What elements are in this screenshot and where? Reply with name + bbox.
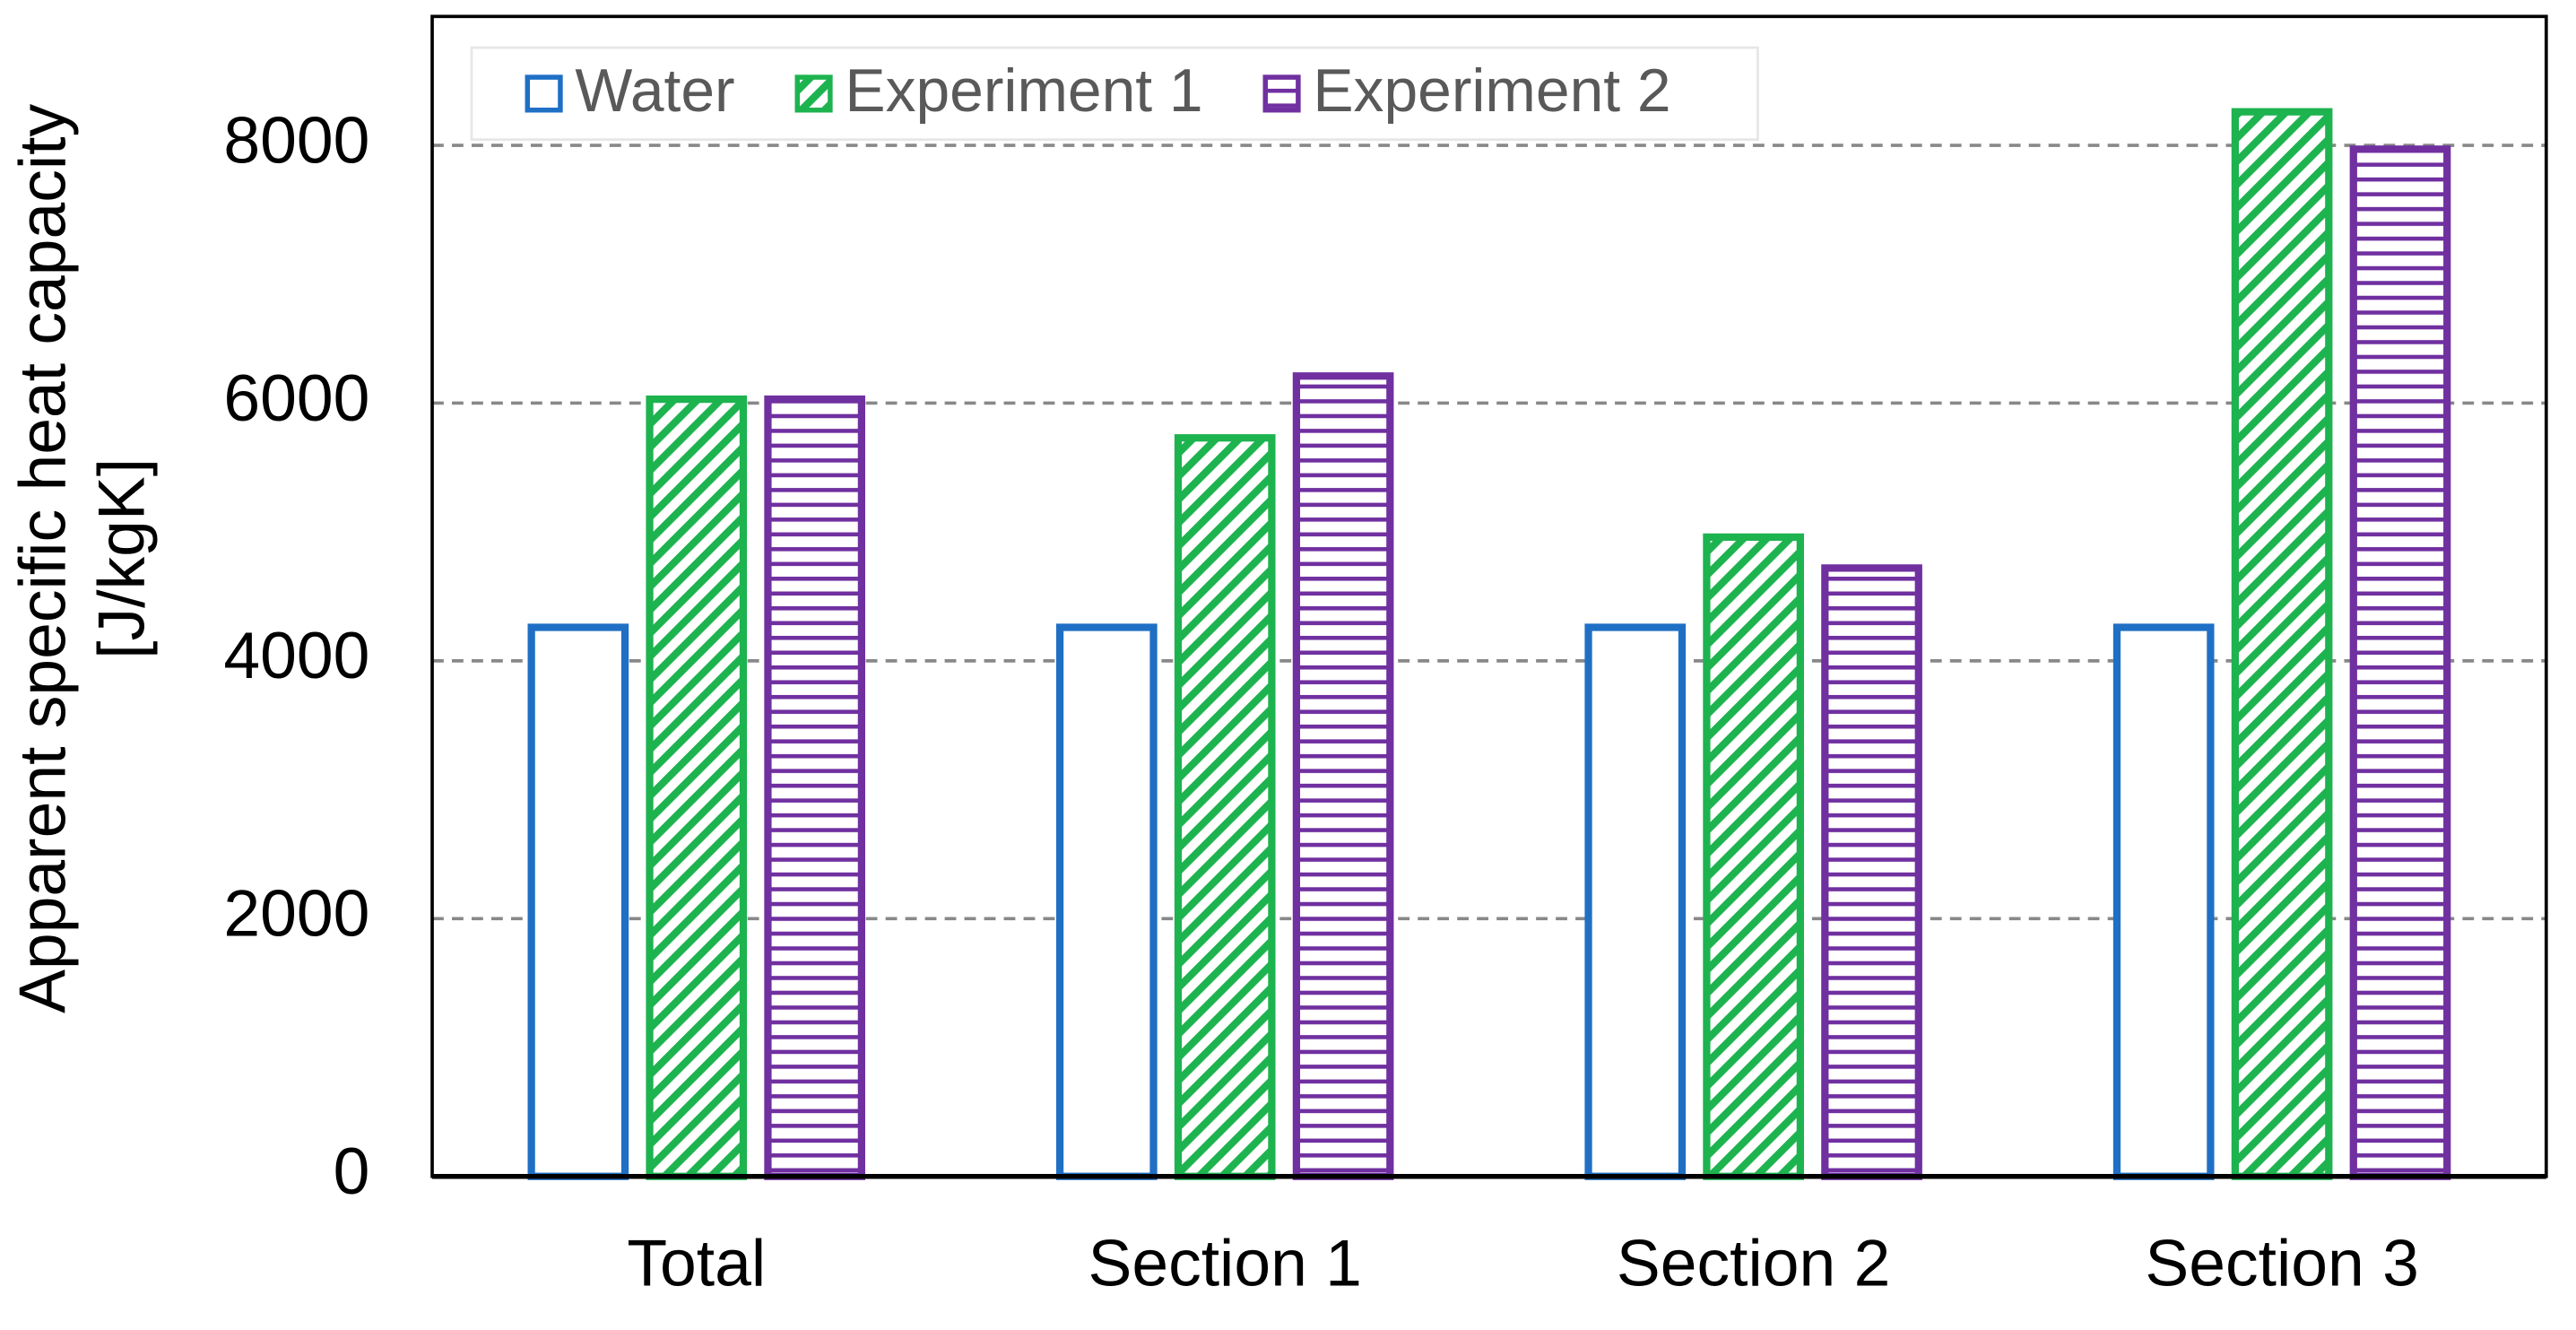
bar <box>1821 564 1922 1180</box>
y-axis-title: Apparent specific heat capacity [J/kgK] <box>6 103 159 1013</box>
y-axis-title-line: [J/kgK] <box>85 458 159 659</box>
legend-label: Experiment 1 <box>845 57 1202 125</box>
bar <box>1292 372 1394 1180</box>
y-tick-label: 2000 <box>223 877 369 951</box>
legend-label: Experiment 2 <box>1313 57 1670 125</box>
bar <box>2231 108 2333 1180</box>
y-tick-label: 0 <box>334 1134 370 1208</box>
y-axis-title-line: Apparent specific heat capacity <box>6 103 80 1013</box>
bar <box>764 396 865 1180</box>
legend-swatch <box>525 74 563 113</box>
x-tick-label: Section 3 <box>2145 1227 2418 1300</box>
plot-frame <box>430 14 2548 1178</box>
bar <box>1174 434 1276 1180</box>
bar <box>1055 623 1158 1180</box>
x-tick-label: Total <box>627 1227 766 1300</box>
x-tick-label: Section 1 <box>1088 1227 1361 1300</box>
x-tick-label: Section 2 <box>1617 1227 1890 1300</box>
y-tick-label: 6000 <box>223 361 369 435</box>
legend-swatch <box>1262 74 1301 113</box>
bar <box>527 623 629 1180</box>
bar <box>2349 145 2451 1180</box>
y-tick-label: 8000 <box>223 103 369 177</box>
legend-swatch <box>794 74 833 113</box>
bar <box>646 396 748 1180</box>
legend-label: Water <box>575 57 734 125</box>
legend-box <box>470 46 1759 142</box>
bar <box>1584 623 1687 1180</box>
bar <box>2112 623 2215 1180</box>
y-tick-label: 4000 <box>223 619 369 692</box>
bar <box>1703 533 1804 1180</box>
legend: Water Experiment 1 Experiment 2 <box>470 46 1759 142</box>
